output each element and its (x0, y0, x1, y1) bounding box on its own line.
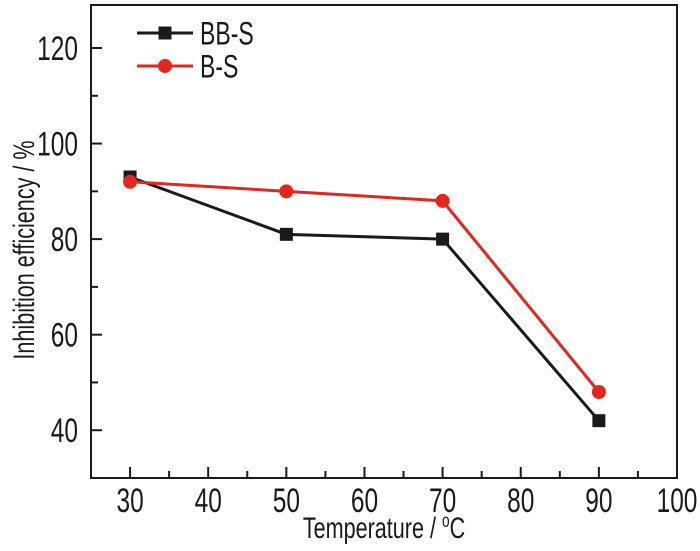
x-tick-label: 90 (585, 482, 612, 520)
legend-item-BB-S: BB-S (137, 16, 254, 52)
x-tick-label: 80 (507, 482, 534, 520)
series-line-BB-S (129, 175, 601, 422)
x-tick-label: 30 (116, 482, 143, 520)
legend-marker-circle (158, 59, 172, 73)
series-marker-B-S (435, 193, 450, 208)
legend-marker-square (158, 26, 172, 40)
y-tick-label: 80 (51, 221, 78, 259)
series-line-B-S (129, 180, 601, 393)
series-marker-BB-S (592, 414, 606, 428)
y-tick-label: 100 (37, 126, 78, 164)
x-tick-label: 40 (195, 482, 222, 520)
series-marker-B-S (591, 385, 606, 399)
y-tick-label: 120 (37, 30, 78, 68)
legend-label: BB-S (200, 16, 254, 52)
y-tick-label: 40 (51, 412, 78, 450)
y-axis-title: Inhibition efficiency / % (6, 140, 40, 359)
plot-border (90, 4, 678, 479)
x-tick-label: 50 (273, 482, 300, 520)
series-marker-B-S (123, 174, 138, 189)
x-axis-title: Temperature / oC (303, 510, 465, 545)
x-tick-label: 60 (351, 482, 378, 520)
series-B-S (123, 174, 606, 399)
legend-label: B-S (200, 49, 238, 85)
x-tick-label: 100 (657, 482, 698, 520)
series-marker-BB-S (436, 232, 450, 246)
series-marker-B-S (279, 184, 294, 199)
y-tick-label: 60 (51, 317, 78, 355)
tick-labels: 30 40 50 60 70 80 90 100 40 60 80 100 120 (37, 30, 697, 520)
series-marker-BB-S (279, 227, 293, 241)
legend: BB-SB-S (137, 16, 254, 85)
axis-ticks (92, 47, 678, 477)
legend-item-B-S: B-S (137, 49, 238, 85)
x-tick-label: 70 (429, 482, 456, 520)
